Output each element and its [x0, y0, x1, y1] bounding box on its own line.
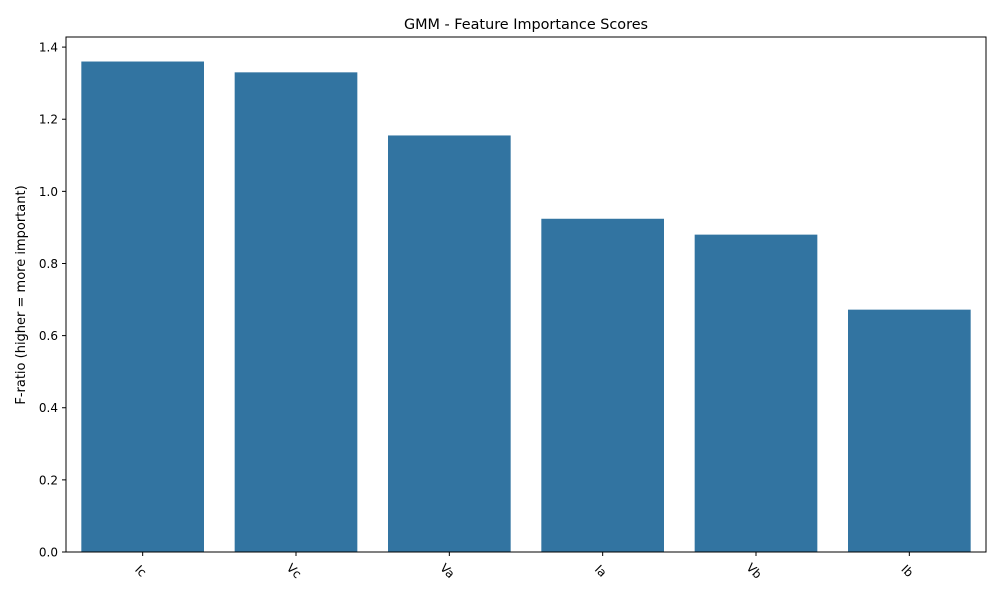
bar-ib [848, 309, 971, 552]
x-tick-label: Va [437, 561, 457, 581]
y-ticks-group: 0.0 0.2 0.4 0.6 0.8 1.0 1.2 1.4 [39, 41, 66, 560]
bar-va [388, 135, 511, 552]
y-tick-label: 1.0 [39, 185, 58, 199]
y-tick-label: 0.6 [39, 329, 58, 343]
y-axis-label: F-ratio (higher = more important) [14, 185, 29, 404]
plot-frame [65, 36, 987, 553]
bars-group [81, 61, 971, 553]
bar-ic [81, 61, 204, 553]
y-tick-label: 0.2 [39, 473, 58, 487]
x-tick-label: Vc [284, 561, 304, 581]
y-tick-label: 1.4 [39, 41, 58, 55]
bar-vb [694, 234, 818, 552]
x-tick-label: Ic [132, 562, 149, 579]
y-tick-label: 0.8 [39, 257, 58, 271]
x-tick-label: Vb [743, 560, 764, 581]
chart-title: GMM - Feature Importance Scores [404, 17, 648, 33]
y-tick-label: 0.0 [39, 546, 58, 560]
x-tick-label: Ia [592, 562, 610, 580]
y-tick-label: 1.2 [39, 113, 58, 127]
y-tick-label: 0.4 [39, 401, 58, 415]
x-tick-label: Ib [898, 562, 916, 580]
x-ticks-group: Ic Vc Va Ia Vb Ib [132, 552, 916, 582]
bar-ia [541, 218, 664, 552]
bar-vc [234, 72, 358, 552]
